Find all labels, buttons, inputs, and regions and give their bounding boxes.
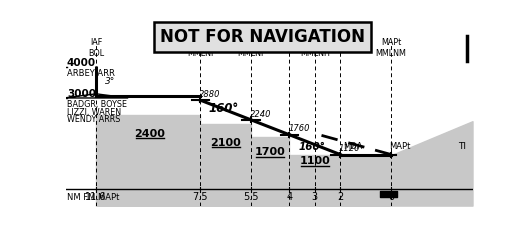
Text: MAHF
MMLNH: MAHF MMLNH — [300, 38, 330, 58]
Text: TI: TI — [458, 142, 466, 151]
Text: 1760: 1760 — [288, 125, 310, 134]
Text: NM FM MAPt: NM FM MAPt — [67, 193, 119, 202]
Text: 160°: 160° — [298, 142, 326, 152]
Text: 2400: 2400 — [134, 128, 165, 139]
Text: 2880: 2880 — [199, 90, 220, 99]
Text: 4000: 4000 — [67, 58, 96, 68]
Text: 5.5: 5.5 — [244, 192, 259, 202]
Text: WENDY ARRS: WENDY ARRS — [67, 115, 120, 124]
Text: FAF
MMLNF: FAF MMLNF — [237, 38, 266, 58]
Text: 11.6: 11.6 — [86, 192, 107, 202]
Text: 3000: 3000 — [67, 89, 96, 99]
Text: 1120: 1120 — [339, 144, 361, 153]
Text: IAF
BOL: IAF BOL — [88, 38, 104, 58]
Text: MDA: MDA — [343, 142, 363, 151]
Text: 1700: 1700 — [255, 147, 286, 157]
Text: 0: 0 — [388, 192, 394, 202]
Text: MAPt: MAPt — [389, 142, 411, 151]
Text: LIZZI, WAREN: LIZZI, WAREN — [67, 108, 121, 117]
Text: 2240: 2240 — [250, 110, 271, 119]
Text: 3°: 3° — [105, 76, 116, 85]
Text: 1100: 1100 — [299, 156, 330, 166]
Text: 2100: 2100 — [211, 138, 241, 148]
Text: 3: 3 — [312, 192, 318, 202]
Text: MAPt
MMLNM: MAPt MMLNM — [376, 38, 406, 58]
Text: 4: 4 — [286, 192, 292, 202]
Text: 160°: 160° — [208, 102, 238, 115]
Text: IF
MMLNI: IF MMLNI — [187, 38, 214, 58]
Text: NOT FOR NAVIGATION: NOT FOR NAVIGATION — [160, 28, 365, 46]
Text: 2: 2 — [337, 192, 343, 202]
Text: 7.5: 7.5 — [193, 192, 208, 202]
Text: BADGR, BOYSE: BADGR, BOYSE — [67, 100, 127, 109]
Text: ARBEY ARR: ARBEY ARR — [67, 69, 115, 78]
